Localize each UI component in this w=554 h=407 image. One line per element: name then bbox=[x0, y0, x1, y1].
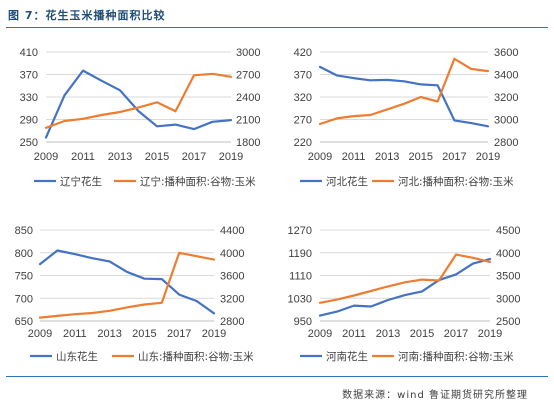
legend-label: 河南花生 bbox=[326, 350, 368, 363]
x-tick-label: 2009 bbox=[28, 328, 52, 340]
y-right-tick-label: 3200 bbox=[494, 92, 518, 104]
x-tick-label: 2017 bbox=[182, 151, 206, 163]
y-right-tick-label: 4400 bbox=[220, 225, 244, 237]
legend-label: 河北:播种面积:谷物:玉米 bbox=[398, 175, 514, 188]
legend-label: 河南:播种面积:谷物:玉米 bbox=[398, 350, 514, 363]
source-note: 数据来源：wind 鲁证期货研究所整理 bbox=[342, 390, 528, 401]
chart-panel-4: 950 1030 1110 1190 1270 2500 3000 3500 4000 4500 2… bbox=[288, 225, 521, 363]
x-tick-label: 2011 bbox=[342, 151, 366, 163]
y-right-tick-label: 1800 bbox=[236, 137, 260, 149]
y-left-tick-label: 700 bbox=[15, 293, 33, 305]
y-right-tick-label: 2800 bbox=[220, 316, 244, 328]
x-tick-label: 2009 bbox=[34, 151, 58, 163]
y-right-tick-label: 3600 bbox=[494, 47, 518, 59]
y-right-tick-label: 2800 bbox=[494, 137, 518, 149]
y-right-tick-label: 2400 bbox=[236, 92, 260, 104]
x-tick-label: 2013 bbox=[97, 328, 121, 340]
peanut-series-line bbox=[38, 249, 216, 315]
peanut-series-line bbox=[44, 69, 233, 139]
x-tick-label: 2011 bbox=[71, 151, 95, 163]
x-tick-label: 2019 bbox=[476, 151, 500, 163]
x-tick-label: 2019 bbox=[202, 328, 226, 340]
legend-label: 山东:播种面积:谷物:玉米 bbox=[138, 350, 254, 363]
y-left-tick-label: 1190 bbox=[288, 248, 312, 260]
y-right-tick-label: 3000 bbox=[236, 47, 260, 59]
y-left-tick-label: 1110 bbox=[289, 271, 312, 283]
bottom-rule bbox=[6, 376, 548, 377]
legend-label: 山东花生 bbox=[56, 350, 98, 363]
x-tick-label: 2017 bbox=[167, 328, 191, 340]
y-left-tick-label: 270 bbox=[294, 115, 312, 127]
corn-series-line bbox=[44, 72, 233, 129]
x-tick-label: 2017 bbox=[442, 151, 466, 163]
y-right-tick-label: 3500 bbox=[496, 271, 520, 283]
legend-label: 河北花生 bbox=[326, 175, 368, 188]
x-tick-label: 2013 bbox=[376, 328, 400, 340]
x-tick-label: 2011 bbox=[63, 328, 87, 340]
legend-label: 辽宁花生 bbox=[60, 175, 102, 188]
y-left-tick-label: 330 bbox=[20, 92, 38, 104]
y-right-tick-label: 4000 bbox=[220, 248, 244, 260]
y-left-tick-label: 290 bbox=[20, 115, 38, 127]
y-left-tick-label: 320 bbox=[294, 92, 312, 104]
peanut-series-line bbox=[318, 65, 490, 128]
chart-panel-2: 220 270 320 370 420 2800 3000 3200 3400 3600 2009 2… bbox=[294, 47, 519, 188]
y-right-tick-label: 2500 bbox=[496, 316, 520, 328]
y-right-tick-label: 3000 bbox=[494, 115, 518, 127]
y-left-tick-label: 750 bbox=[15, 271, 33, 283]
y-left-tick-label: 250 bbox=[20, 137, 38, 149]
x-tick-label: 2013 bbox=[108, 151, 132, 163]
y-left-tick-label: 370 bbox=[20, 70, 38, 82]
y-right-tick-label: 3200 bbox=[220, 293, 244, 305]
x-tick-label: 2015 bbox=[145, 151, 169, 163]
peanut-series-line bbox=[318, 257, 492, 317]
x-tick-label: 2019 bbox=[219, 151, 243, 163]
corn-series-line bbox=[38, 251, 216, 319]
corn-series-line bbox=[318, 57, 490, 126]
x-tick-label: 2009 bbox=[308, 328, 332, 340]
y-left-tick-label: 410 bbox=[20, 47, 38, 59]
x-tick-label: 2015 bbox=[410, 328, 434, 340]
x-tick-label: 2019 bbox=[478, 328, 502, 340]
y-left-tick-label: 420 bbox=[294, 47, 312, 59]
figure-title: 图 7：花生玉米播种面积比较 bbox=[8, 9, 166, 22]
y-left-tick-label: 950 bbox=[294, 316, 312, 328]
y-right-tick-label: 4500 bbox=[496, 225, 520, 237]
chart-panel-3: 650 700 750 800 850 2800 3200 3600 4000 4400 2009 2… bbox=[15, 225, 254, 363]
y-right-tick-label: 3600 bbox=[220, 271, 244, 283]
x-tick-label: 2017 bbox=[444, 328, 468, 340]
y-right-tick-label: 3400 bbox=[494, 70, 518, 82]
top-rule bbox=[6, 27, 548, 28]
y-left-tick-label: 850 bbox=[15, 225, 33, 237]
legend-label: 辽宁:播种面积:谷物:玉米 bbox=[140, 175, 256, 188]
x-tick-label: 2015 bbox=[132, 328, 156, 340]
y-right-tick-label: 3000 bbox=[496, 293, 520, 305]
x-tick-label: 2015 bbox=[409, 151, 433, 163]
y-left-tick-label: 1270 bbox=[288, 225, 312, 237]
corn-series-line bbox=[318, 253, 492, 304]
y-right-tick-label: 2700 bbox=[236, 70, 260, 82]
x-tick-label: 2011 bbox=[342, 328, 366, 340]
y-left-tick-label: 220 bbox=[294, 137, 312, 149]
y-left-tick-label: 370 bbox=[294, 70, 312, 82]
y-right-tick-label: 2100 bbox=[236, 115, 260, 127]
y-left-tick-label: 1030 bbox=[288, 293, 312, 305]
chart-panel-1: 250 290 330 370 410 1800 2100 2400 2700 3000 2009 2… bbox=[20, 47, 261, 188]
y-left-tick-label: 650 bbox=[15, 316, 33, 328]
y-left-tick-label: 800 bbox=[15, 248, 33, 260]
x-tick-label: 2009 bbox=[308, 151, 332, 163]
x-tick-label: 2013 bbox=[375, 151, 399, 163]
y-right-tick-label: 4000 bbox=[496, 248, 520, 260]
